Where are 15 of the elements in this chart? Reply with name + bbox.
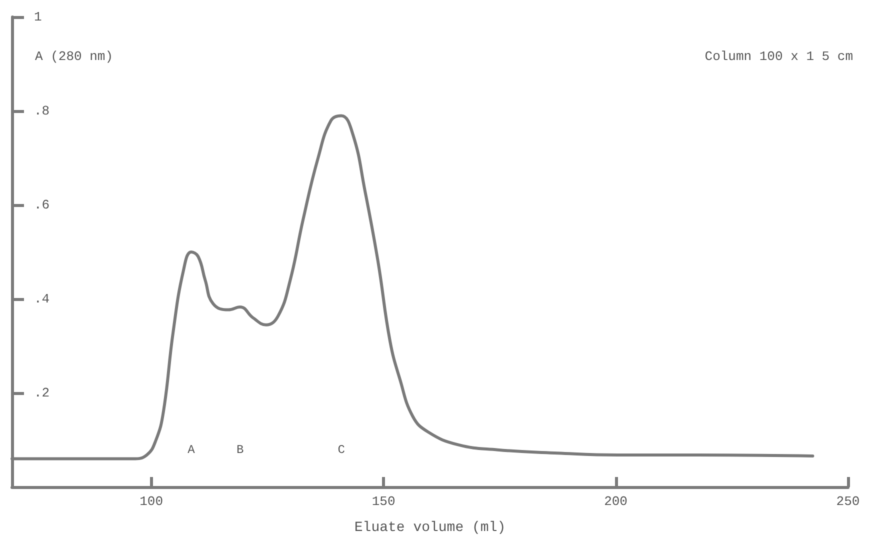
x-tick-label: 250 — [836, 494, 860, 509]
x-tick-label: 150 — [372, 494, 396, 509]
y-tick-label: 1 — [34, 10, 42, 24]
annotation: Column 100 x 1 5 cm — [704, 49, 854, 64]
x-tick-label: 100 — [140, 494, 164, 509]
annotation: C — [338, 443, 345, 457]
y-tick-label: .6 — [34, 198, 50, 212]
annotation: B — [236, 443, 244, 457]
y-tick-label: .8 — [34, 104, 50, 118]
x-tick-label: 200 — [604, 494, 628, 509]
y-tick-label: .4 — [34, 292, 50, 306]
annotation: A — [188, 443, 196, 457]
y-axis-title: A (280 nm) — [35, 49, 114, 64]
x-axis-title: Eluate volume (ml) — [354, 520, 506, 536]
y-tick-label: .2 — [34, 386, 50, 400]
